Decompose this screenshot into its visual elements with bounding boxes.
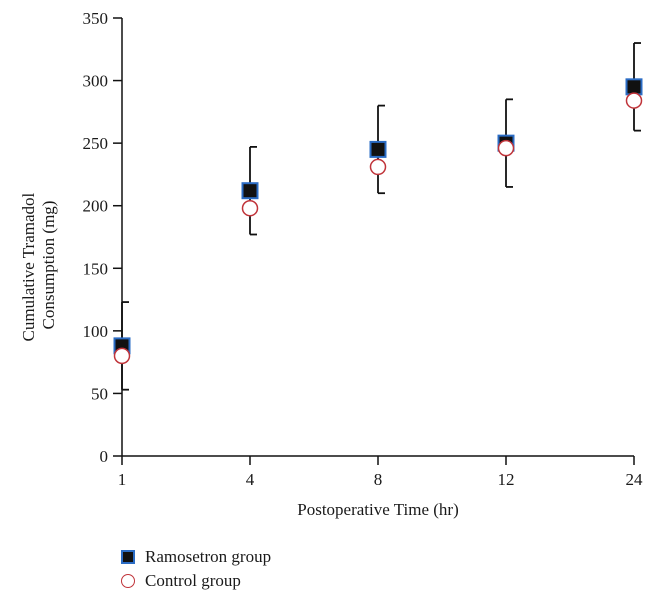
x-tick-label: 1 [118, 470, 127, 489]
x-tick-label: 24 [626, 470, 644, 489]
y-tick-labels: 0 50 100 150 200 250 300 350 [83, 9, 109, 466]
x-tick-label: 8 [374, 470, 383, 489]
y-tick-label: 150 [83, 259, 109, 278]
y-tick-label: 50 [91, 384, 108, 403]
y-tick-label: 100 [83, 322, 109, 341]
legend-item-control: Control group [121, 569, 271, 593]
legend: Ramosetron group Control group [121, 545, 271, 593]
control-point [625, 92, 643, 109]
legend-label-control: Control group [145, 571, 241, 590]
y-tick-label: 300 [83, 72, 109, 91]
x-axis-label: Postoperative Time (hr) [297, 500, 459, 519]
control-point [113, 347, 131, 365]
control-point [241, 199, 259, 217]
open-circle-icon [121, 574, 135, 588]
y-tick-label: 0 [100, 447, 109, 466]
y-tick-label: 250 [83, 134, 109, 153]
y-tick-label: 200 [83, 197, 109, 216]
y-axis-label-line-1: Cumulative Tramadol [19, 192, 38, 341]
chart: 0 50 100 150 200 250 300 350 1 4 8 12 24 Postoperat… [19, 9, 643, 519]
y-axis-label: Cumulative Tramadol Consumption (mg) [19, 189, 58, 342]
ramosetron-point [625, 78, 643, 96]
x-tick-label: 12 [498, 470, 515, 489]
legend-item-ramosetron: Ramosetron group [121, 545, 271, 569]
data-markers [113, 78, 643, 365]
x-tick-label: 4 [246, 470, 255, 489]
ramosetron-point [369, 140, 387, 158]
legend-label-ramosetron: Ramosetron group [145, 547, 272, 566]
control-point [369, 158, 387, 176]
x-tick-labels: 1 4 8 12 24 [118, 470, 643, 489]
ramosetron-point [241, 182, 259, 200]
filled-square-icon [121, 550, 135, 564]
y-tick-label: 350 [83, 9, 109, 28]
control-point [497, 139, 515, 157]
error-bars [121, 42, 641, 391]
axes [113, 17, 635, 465]
y-axis-label-line-2: Consumption (mg) [39, 201, 58, 330]
